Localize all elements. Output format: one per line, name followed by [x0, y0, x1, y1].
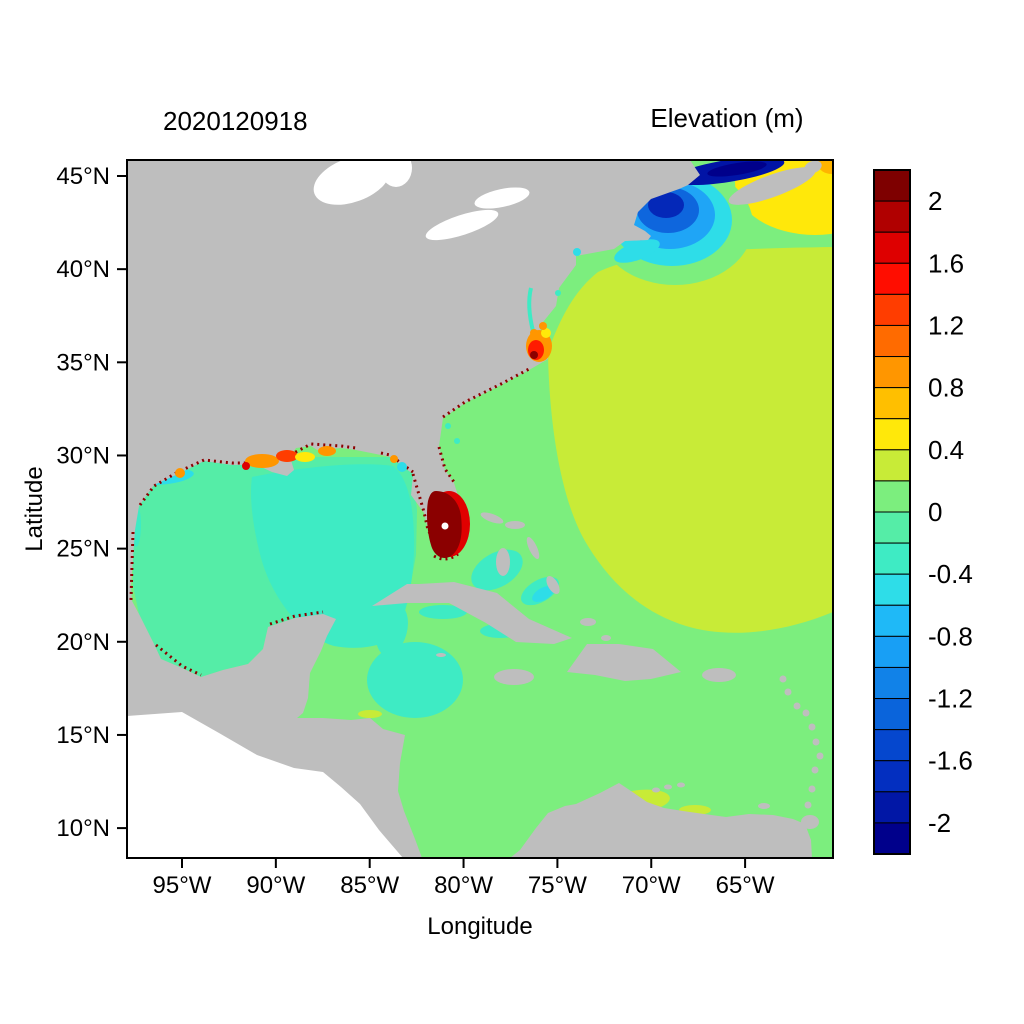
colorbar-segment: [873, 542, 911, 575]
colorbar-segment: [873, 604, 911, 637]
x-tick-label: 70°W: [622, 872, 681, 899]
colorbar-segment: [873, 511, 911, 544]
lake-okeechobee: [441, 522, 449, 530]
map-plot: [127, 160, 833, 858]
variable-title: Elevation (m): [650, 103, 803, 133]
y-axis: 45°N 40°N 35°N 30°N 25°N 20°N 15°N 10°N: [56, 163, 127, 842]
colorbar-segment: [873, 387, 911, 420]
colorbar-tick-label: -2: [928, 808, 951, 838]
x-tick-label: 75°W: [528, 872, 587, 899]
honduras-coast-speck: [358, 710, 382, 718]
y-tick-label: 15°N: [56, 722, 110, 749]
estuary-details: [445, 248, 581, 444]
batabano-gulf-aqua: [419, 605, 467, 619]
bahama-bank-cyan: [532, 586, 554, 602]
colorbar-tick-label: 1.2: [928, 310, 964, 340]
land-lesser-antilles: [436, 653, 824, 829]
land-nova-scotia: [728, 167, 816, 205]
colorbar: [873, 169, 911, 855]
y-axis-title: Latitude: [21, 466, 48, 551]
land-hispaniola: [567, 644, 681, 681]
atlantic-positive-anomaly-region: [548, 247, 833, 633]
colorbar-tick-label: -1.6: [928, 746, 973, 776]
colorbar-segment: [873, 760, 911, 793]
southeast-florida-surge-region: [427, 491, 470, 558]
colorbar-tick-label: 0: [928, 497, 942, 527]
colorbar-segment: [873, 293, 911, 326]
colorbar-tick-label: 2: [928, 186, 942, 216]
colorbar-segment: [873, 449, 911, 482]
colorbar-segment: [873, 262, 911, 295]
y-tick-label: 10°N: [56, 815, 110, 842]
hatteras-surge-spots: [526, 322, 552, 362]
land-bahamas: [480, 512, 611, 641]
x-axis-title: Longitude: [427, 913, 532, 940]
y-tick-label: 35°N: [56, 349, 110, 376]
bay-of-fundy-core: [707, 161, 767, 177]
yucatan-channel-region: [376, 604, 408, 656]
land-cape-breton: [804, 160, 822, 174]
colorbar-tick-label: -0.4: [928, 559, 973, 589]
gulf-of-mexico-central-region: [251, 464, 415, 648]
pacific-no-data-region: [127, 712, 403, 858]
colorbar-segment: [873, 573, 911, 606]
colorbar-segment: [873, 200, 911, 233]
colorbar-segment: [873, 169, 911, 202]
colorbar-segment: [873, 666, 911, 700]
colorbar-segment: [873, 791, 911, 824]
land-cuba: [372, 582, 572, 644]
x-tick-label: 95°W: [153, 872, 212, 899]
y-tick-label: 25°N: [56, 536, 110, 563]
plot-border: [126, 159, 834, 859]
colorbar-segment: [873, 729, 911, 762]
x-axis: 95°W 90°W 85°W 80°W 75°W 70°W 65°W: [153, 858, 775, 899]
x-tick-label: 80°W: [434, 872, 493, 899]
colorbar-segment: [873, 418, 911, 451]
x-tick-label: 65°W: [716, 872, 775, 899]
colorbar-tick-label: 0.4: [928, 435, 964, 465]
land-north-america: [127, 160, 700, 858]
x-tick-label: 90°W: [246, 872, 305, 899]
run-date-title: 2020120918: [163, 106, 308, 136]
colorbar-segment: [873, 480, 911, 513]
colorbar-segment: [873, 231, 911, 264]
y-tick-label: 20°N: [56, 629, 110, 656]
colorbar-segment: [873, 324, 911, 358]
x-tick-label: 85°W: [340, 872, 399, 899]
nantucket-cyan-tail: [614, 239, 660, 263]
y-tick-label: 30°N: [56, 442, 110, 469]
colorbar-segment: [873, 698, 911, 731]
colorbar-segment: [873, 356, 911, 389]
colorbar-segment: [873, 635, 911, 668]
northern-gulf-surge-spots: [175, 446, 407, 478]
colorbar-tick-label: -1.2: [928, 684, 973, 714]
colorbar-tick-label: -0.8: [928, 621, 973, 651]
land-jamaica: [494, 669, 534, 685]
colorbar-labels: 2 1.6 1.2 0.8 0.4 0 -0.4 -0.8 -1.2 -1.6 -2: [928, 186, 973, 838]
land-puerto-rico: [702, 668, 736, 682]
colorbar-border: [873, 169, 911, 855]
colorbar-tick-label: 1.6: [928, 248, 964, 278]
land-south-america: [510, 783, 812, 858]
corner-orange-spot: [818, 160, 833, 174]
great-lakes: [313, 160, 530, 241]
colorbar-tick-label: 0.8: [928, 373, 964, 403]
y-tick-label: 40°N: [56, 256, 110, 283]
gulf-of-maine-core: [648, 192, 684, 218]
colorbar-segment: [873, 822, 911, 855]
y-tick-label: 45°N: [56, 163, 110, 190]
nw-caribbean-region: [367, 642, 463, 718]
